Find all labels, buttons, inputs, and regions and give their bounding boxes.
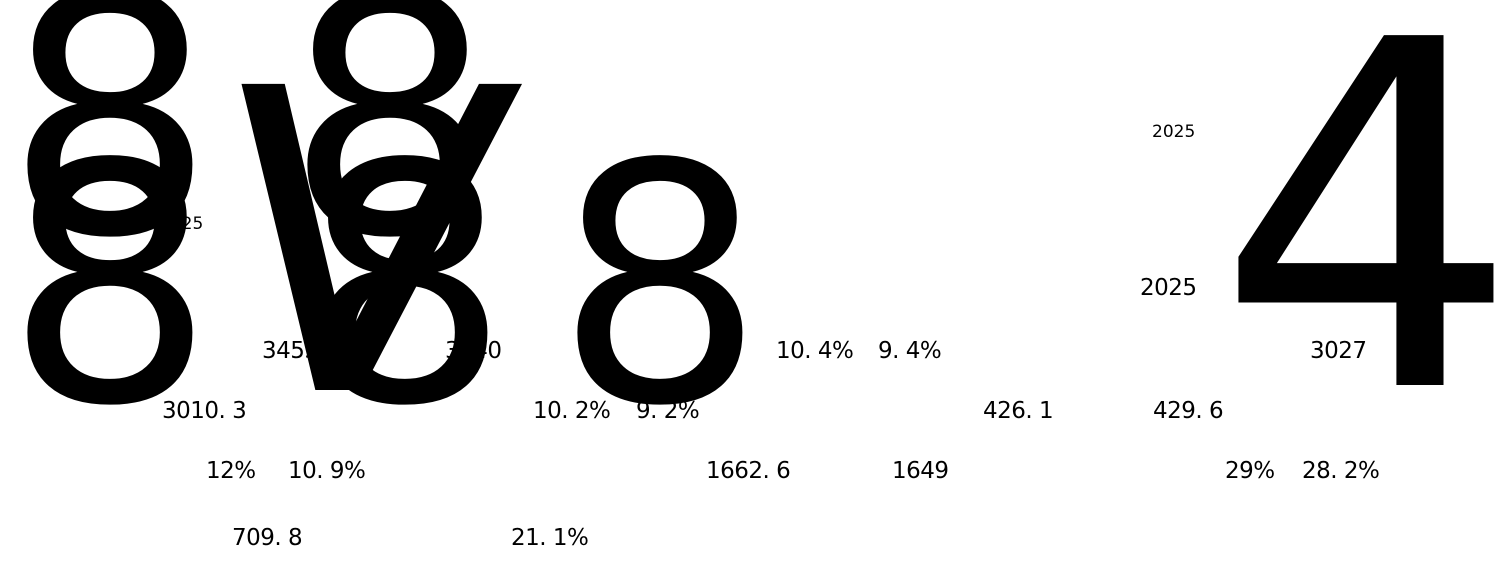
value-1662-6: 1662. 6 [706,458,791,484]
year-label-left: 2025 [160,214,204,234]
value-9-4-pct: 9. 4% [878,338,942,364]
glyph-8-bottom-left: 8 [5,94,215,478]
value-10-4-pct: 10. 4% [776,338,854,364]
glyph-v-slanted: V [181,0,539,490]
glyph-8-top-left: 8 [5,0,215,310]
value-21-1-pct: 21. 1% [511,525,589,551]
value-10-9-pct: 10. 9% [288,458,366,484]
value-3440: 3440 [445,338,502,364]
value-12-pct: 12% [206,458,256,484]
year-label-right: 2025 [1140,275,1197,301]
value-29-pct: 29% [1225,458,1275,484]
value-426-1: 426. 1 [983,398,1054,424]
value-709-8: 709. 8 [232,525,303,551]
glyph-4-right: 4 [1215,0,1511,499]
glyph-8-top-right: 8 [285,0,495,310]
value-1649: 1649 [892,458,949,484]
year-label-top-right: 2025 [1152,122,1196,142]
value-3010-3: 3010. 3 [162,398,247,424]
glyph-8-bottom-right: 8 [555,94,765,478]
value-10-2-pct: 10. 2% [533,398,611,424]
glyph-8-bottom-middle: 8 [300,94,510,478]
value-429-6: 429. 6 [1153,398,1224,424]
value-28-2-pct: 28. 2% [1302,458,1380,484]
value-3453: 3453. [262,338,326,364]
value-3027: 3027 [1310,338,1367,364]
value-9-2-pct: 9. 2% [636,398,700,424]
